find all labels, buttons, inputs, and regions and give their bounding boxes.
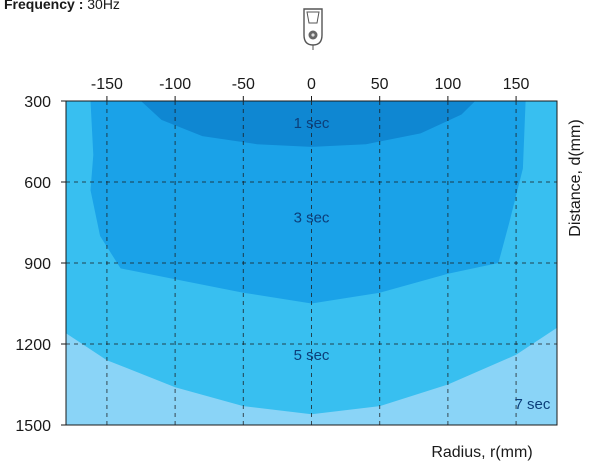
frequency-label: Frequency : (4, 0, 84, 12)
ticks-layer: -150 -100 -50 0 50 100 150 300 600 900 1200 1500 (15, 76, 529, 435)
zone-label: 7 sec (515, 396, 551, 413)
zone-label: 5 sec (294, 347, 330, 364)
y-tick-label: 300 (24, 94, 51, 111)
y-tick-label: 1200 (15, 337, 51, 354)
x-tick-label: 150 (503, 76, 530, 93)
zone-3-sec (90, 101, 526, 304)
zone-label: 1 sec (294, 115, 330, 132)
frequency-value: 30Hz (87, 0, 120, 12)
y-axis-label: Distance, d(mm) (567, 119, 584, 236)
x-tick-label: -100 (159, 76, 191, 93)
y-tick-label: 1500 (15, 418, 51, 435)
y-tick-label: 600 (24, 175, 51, 192)
grid-layer (66, 101, 557, 425)
zone-labels-layer: 1 sec 3 sec 5 sec 7 sec (294, 115, 551, 413)
frequency-caption: Frequency : 30Hz (4, 0, 120, 12)
x-axis-label: Radius, r(mm) (431, 444, 532, 461)
x-tick-label: 100 (435, 76, 462, 93)
zone-1-sec (141, 101, 476, 147)
x-tick-label: -150 (91, 76, 123, 93)
zone-label: 3 sec (294, 210, 330, 227)
x-tick-label: 0 (307, 76, 316, 93)
x-tick-label: -50 (232, 76, 255, 93)
x-tick-label: 50 (371, 76, 389, 93)
y-tick-label: 900 (24, 256, 51, 273)
device-icon (303, 8, 323, 50)
